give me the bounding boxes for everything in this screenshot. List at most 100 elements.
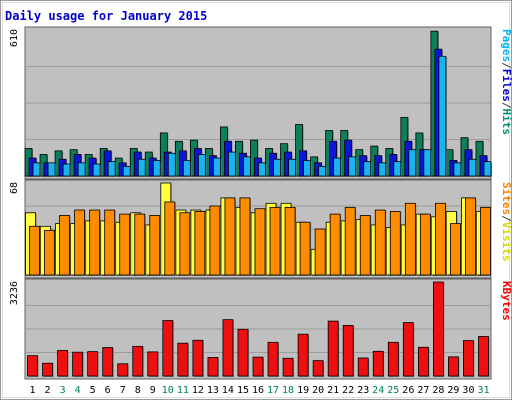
series-kbytes bbox=[27, 281, 490, 377]
y-max-label: 610 bbox=[9, 29, 20, 47]
bar-sites bbox=[224, 197, 236, 276]
bar-kbytes bbox=[27, 355, 38, 377]
bar-sites bbox=[194, 211, 206, 276]
x-tick-label: 26 bbox=[402, 385, 414, 396]
bar-sites bbox=[329, 213, 341, 276]
x-tick-label: 11 bbox=[177, 385, 189, 396]
bar-kbytes bbox=[132, 345, 144, 377]
series-pages bbox=[32, 55, 492, 178]
bar-pages bbox=[288, 158, 296, 177]
bar-pages bbox=[363, 161, 372, 177]
y-max-label: 3236 bbox=[9, 281, 20, 305]
bar-kbytes bbox=[117, 363, 129, 377]
bar-kbytes bbox=[448, 356, 459, 377]
bar-sites bbox=[419, 213, 431, 276]
bar-sites bbox=[344, 206, 356, 276]
bar-pages bbox=[137, 158, 146, 177]
series-sites bbox=[29, 197, 492, 276]
bar-sites bbox=[134, 213, 146, 276]
x-tick-label: 20 bbox=[312, 385, 324, 396]
bar-sites bbox=[104, 209, 116, 276]
bar-sites bbox=[29, 225, 40, 276]
bar-kbytes bbox=[177, 342, 189, 377]
bar-kbytes bbox=[147, 351, 159, 377]
bar-pages bbox=[348, 156, 357, 177]
x-tick-label: 3 bbox=[60, 385, 66, 396]
bar-kbytes bbox=[463, 340, 474, 377]
x-tick-label: 24 bbox=[372, 385, 384, 396]
bar-kbytes bbox=[42, 362, 53, 377]
bar-pages bbox=[228, 151, 236, 177]
bar-sites bbox=[374, 209, 386, 276]
bar-sites bbox=[434, 202, 446, 276]
legend: KBytes bbox=[500, 281, 512, 321]
x-tick-label: 12 bbox=[192, 385, 204, 396]
x-tick-label: 5 bbox=[90, 385, 96, 396]
bar-kbytes bbox=[387, 341, 399, 377]
x-tick-label: 27 bbox=[417, 385, 429, 396]
x-tick-label: 2 bbox=[45, 385, 51, 396]
bar-kbytes bbox=[267, 341, 279, 377]
bar-sites bbox=[179, 212, 191, 276]
panel-kbytes: 3236 KBytes bbox=[9, 278, 512, 380]
bar-sites bbox=[74, 209, 86, 276]
bar-sites bbox=[164, 201, 176, 276]
bar-sites bbox=[254, 208, 266, 276]
legend: Sites/Visits bbox=[500, 182, 512, 262]
bar-kbytes bbox=[417, 346, 429, 377]
bar-kbytes bbox=[207, 357, 219, 377]
bar-sites bbox=[209, 205, 221, 276]
panel-hits-files-pages: 610 Pages/Files/Hits bbox=[9, 26, 512, 180]
x-tick-label: 8 bbox=[135, 385, 141, 396]
bar-kbytes bbox=[312, 360, 324, 377]
x-tick-label: 30 bbox=[462, 385, 474, 396]
x-tick-label: 7 bbox=[120, 385, 126, 396]
bar-sites bbox=[450, 223, 461, 276]
bar-pages bbox=[182, 160, 191, 177]
x-tick-label: 21 bbox=[327, 385, 339, 396]
bar-sites bbox=[89, 209, 101, 276]
bar-pages bbox=[62, 163, 71, 177]
bar-kbytes bbox=[432, 281, 444, 377]
legend-item: Pages bbox=[500, 29, 512, 62]
bar-kbytes bbox=[252, 356, 264, 377]
bar-pages bbox=[107, 161, 116, 177]
bar-kbytes bbox=[222, 319, 234, 377]
bar-kbytes bbox=[342, 325, 354, 377]
x-tick-label: 10 bbox=[162, 385, 174, 396]
x-tick-label: 4 bbox=[75, 385, 81, 396]
bar-pages bbox=[408, 149, 417, 177]
bar-pages bbox=[483, 161, 492, 177]
x-tick-label: 1 bbox=[30, 385, 36, 396]
x-tick-label: 23 bbox=[357, 385, 369, 396]
panel-visits-sites: 68 Sites/Visits bbox=[9, 179, 512, 279]
bar-pages bbox=[152, 160, 161, 177]
x-tick-label: 31 bbox=[477, 385, 489, 396]
bar-kbytes bbox=[297, 333, 309, 377]
bar-pages bbox=[258, 162, 266, 177]
bar-pages bbox=[453, 162, 462, 177]
legend-item: KBytes bbox=[500, 281, 512, 321]
x-tick-label: 14 bbox=[222, 385, 234, 396]
x-tick-label: 18 bbox=[282, 385, 294, 396]
y-max-label: 68 bbox=[9, 182, 20, 194]
bar-kbytes bbox=[87, 351, 99, 377]
bar-kbytes bbox=[327, 320, 339, 377]
bar-pages bbox=[303, 160, 311, 177]
x-tick-label: 25 bbox=[387, 385, 399, 396]
bar-pages bbox=[243, 156, 251, 177]
bar-kbytes bbox=[72, 351, 84, 377]
bar-pages bbox=[77, 162, 86, 177]
bar-sites bbox=[314, 228, 326, 276]
legend-item: / bbox=[500, 215, 512, 222]
bar-pages bbox=[213, 157, 221, 177]
bar-sites bbox=[389, 211, 401, 276]
chart-title: Daily usage for January 2015 bbox=[5, 9, 207, 23]
x-tick-label: 15 bbox=[237, 385, 249, 396]
x-tick-label: 17 bbox=[267, 385, 279, 396]
bar-sites bbox=[465, 197, 476, 276]
bar-sites bbox=[44, 229, 55, 276]
bar-pages bbox=[273, 158, 281, 177]
